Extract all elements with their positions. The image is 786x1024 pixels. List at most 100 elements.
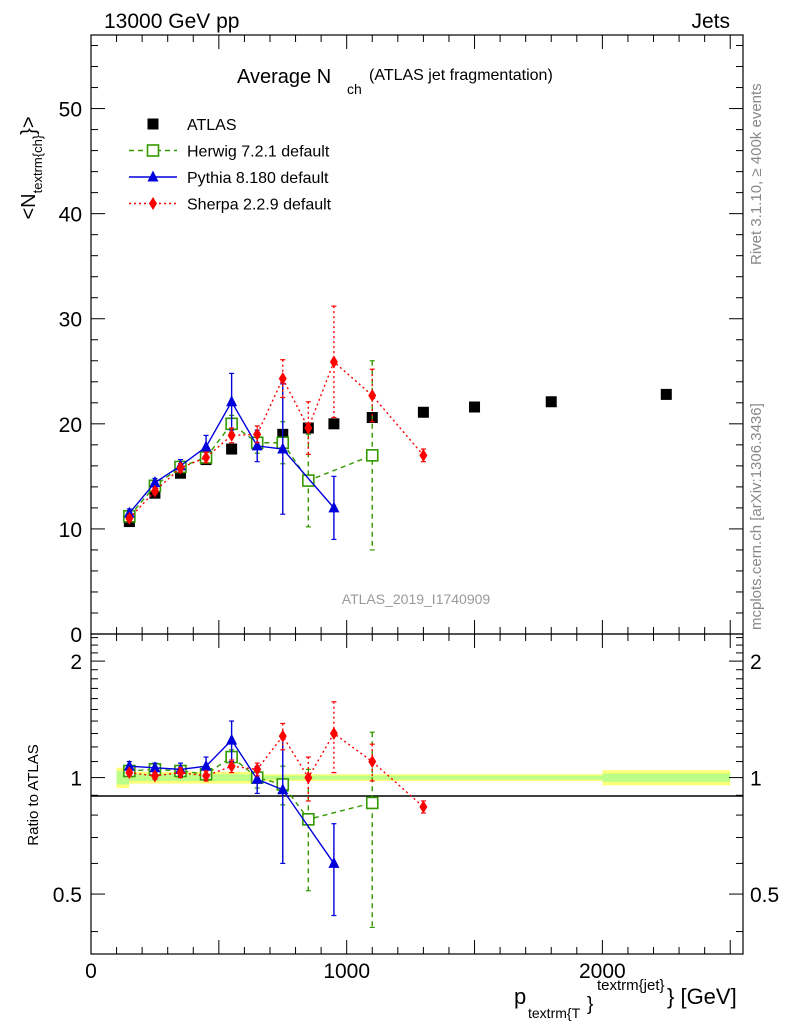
legend-marker [149, 197, 157, 210]
x-axis-label-sup: textrm{jet} [597, 977, 665, 994]
ratio-point [149, 761, 161, 773]
y-tick-label-right: 0.5 [750, 884, 779, 907]
main-point [176, 461, 185, 475]
legend-label: ATLAS [187, 117, 237, 134]
ratio-panel: 0.5 0.5 1 1 2 2 0 1000 2000 Ratio to ATLAS p te… [25, 633, 779, 1021]
main-point [202, 450, 211, 464]
ratio-point [176, 766, 185, 780]
x-axis-label-p: p [514, 984, 526, 1009]
main-point [365, 449, 379, 462]
ratio-point [226, 733, 238, 745]
x-tick-label: 1000 [323, 960, 370, 983]
main-point [227, 428, 236, 442]
ratio-band [116, 767, 731, 788]
main-series-pythia-8-180-default [123, 372, 340, 541]
ratio-series-herwig-7-2-1-default [123, 731, 379, 929]
y-tick-label: 1 [70, 768, 82, 791]
ratio-series-sherpa-2-2-9-default [125, 701, 428, 814]
header-right: Jets [691, 10, 730, 33]
ratio-line [129, 738, 335, 864]
y-axis-label-open: <N [18, 193, 40, 219]
ratio-point [365, 796, 379, 810]
mcplots-label: mcplots.cern.ch [arXiv:1306.3436] [748, 403, 765, 630]
ratio-line [129, 756, 373, 821]
ratio-point [304, 771, 313, 785]
ratio-band-inner [129, 774, 258, 781]
y-tick-label: 40 [59, 204, 82, 227]
main-point [226, 395, 238, 407]
ratio-point [150, 769, 159, 783]
main-line [128, 400, 335, 514]
main-series [123, 305, 672, 551]
y-tick-label: 30 [59, 309, 82, 332]
main-y-tick-labels: 0 10 20 30 40 50 [59, 99, 82, 647]
y-tick-label: 20 [59, 414, 82, 437]
ratio-point [328, 856, 340, 868]
main-point [226, 443, 238, 455]
ratio-point [302, 813, 315, 826]
y-tick-label: 0 [70, 624, 82, 647]
main-point [149, 476, 161, 488]
main-point [251, 439, 263, 451]
ratio-band-inner [602, 773, 731, 782]
header-left: 13000 GeV pp [104, 10, 239, 33]
legend-entry: Pythia 8.180 default [129, 170, 329, 187]
legend-label: Herwig 7.2.1 default [187, 144, 330, 161]
y-tick-label: 10 [59, 519, 82, 542]
main-series-sherpa-2-2-9-default [125, 305, 428, 525]
x-axis-label-close1: } [587, 994, 593, 1015]
legend-marker [147, 118, 159, 130]
main-point [125, 511, 134, 525]
ratio-point [227, 759, 236, 773]
ratio-point [329, 726, 338, 740]
main-point [368, 388, 377, 402]
y-axis-label-close: }> [18, 116, 40, 134]
main-point [545, 396, 557, 408]
chart-title-paren: (ATLAS jet fragmentation) [369, 67, 553, 84]
ratio-y-axis-label: Ratio to ATLAS [25, 744, 42, 845]
legend-marker [146, 144, 160, 157]
main-point [302, 474, 315, 487]
legend-label: Pythia 8.180 default [187, 170, 329, 187]
main-point [419, 448, 428, 462]
x-tick-label: 0 [85, 960, 97, 983]
ratio-band-inner [257, 775, 603, 780]
ratio-series [123, 701, 428, 929]
legend: ATLAS Herwig 7.2.1 default Pythia 8.180 de… [129, 117, 332, 214]
ratio-point [200, 759, 212, 771]
svg-text:<Ntextrm{ch}}>: <Ntextrm{ch}}> [18, 116, 45, 219]
x-axis-label-sub: textrm{T [528, 1005, 581, 1021]
main-point [469, 401, 481, 413]
ratio-frame [90, 633, 744, 955]
chart-title-main: Average N [237, 66, 331, 88]
ratio-point [251, 772, 263, 784]
legend-label: Sherpa 2.2.9 default [187, 197, 332, 214]
ratio-point [277, 783, 289, 795]
main-panel: 0 10 20 30 40 50 Average N ch (ATLAS jet frag… [18, 34, 744, 647]
legend-marker [147, 170, 159, 182]
ratio-point [419, 800, 428, 814]
main-point [278, 372, 287, 386]
y-tick-label-right: 1 [750, 768, 762, 791]
ratio-point [278, 729, 287, 743]
main-ticks [90, 35, 743, 635]
ratio-point [253, 762, 262, 776]
main-point [304, 421, 313, 435]
main-point [150, 484, 159, 498]
x-tick-label: 2000 [579, 960, 626, 983]
y-tick-label: 0.5 [53, 884, 82, 907]
legend-entry: Herwig 7.2.1 default [129, 144, 330, 161]
y-tick-label: 2 [70, 651, 82, 674]
main-line [128, 422, 373, 517]
x-axis-label-unit: } [GeV] [667, 984, 737, 1009]
legend-entry: Sherpa 2.2.9 default [129, 197, 332, 214]
main-series-herwig-7-2-1-default [123, 360, 379, 551]
watermark: ATLAS_2019_I1740909 [342, 591, 491, 607]
x-axis-label: p textrm{T } textrm{jet} } [GeV] [514, 977, 737, 1021]
legend-entry: ATLAS [147, 117, 237, 134]
chart-title-sub: ch [347, 81, 362, 97]
ratio-ticks [90, 634, 743, 954]
main-point [328, 418, 340, 430]
rivet-label: Rivet 3.1.10, ≥ 400k events [748, 83, 765, 265]
